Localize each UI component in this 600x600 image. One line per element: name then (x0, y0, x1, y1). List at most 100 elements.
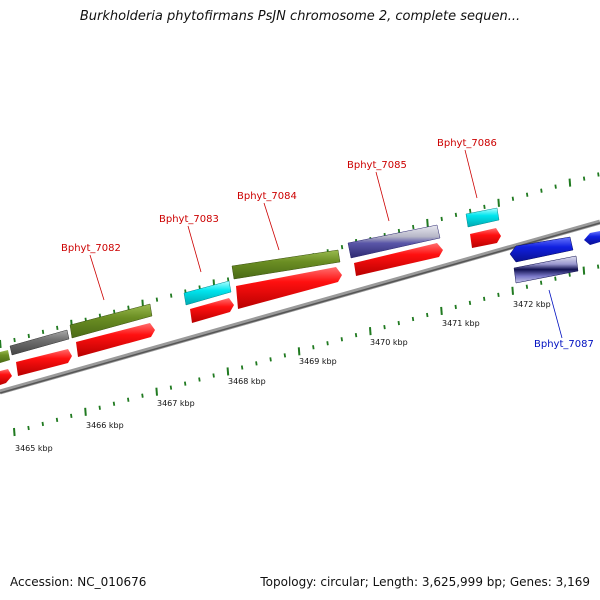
tick-mark (269, 357, 272, 362)
tick-mark (411, 316, 415, 322)
tick-mark (41, 329, 45, 335)
tick-mark (226, 367, 230, 376)
tick-mark (155, 297, 159, 302)
tick-mark (198, 377, 201, 382)
tick-mark (70, 413, 73, 418)
tick-mark (497, 198, 500, 207)
tick-mark (568, 272, 571, 277)
label-leaders (89, 149, 563, 339)
gene-grey[interactable] (9, 329, 70, 356)
tick-mark (468, 300, 472, 306)
cds-red-4[interactable] (236, 267, 342, 309)
cds-red-2[interactable] (76, 323, 155, 357)
tick-mark (127, 397, 130, 402)
tick-mark (525, 284, 529, 289)
scale-label: 3470 kbp (370, 338, 408, 347)
gene-label-bphyt-7084[interactable]: Bphyt_7084 (237, 191, 297, 202)
gene-label-bphyt-7085[interactable]: Bphyt_7085 (347, 160, 407, 171)
tick-mark (582, 176, 586, 181)
scale-label: 3471 kbp (442, 319, 480, 328)
tick-mark (440, 306, 443, 316)
cds-red-5[interactable] (354, 243, 443, 276)
tick-mark (283, 353, 287, 358)
tick-mark (383, 324, 386, 330)
tick-mark (226, 277, 230, 282)
gene-bphyt-7084[interactable] (231, 249, 341, 280)
tick-mark (511, 286, 514, 295)
gene-label-bphyt-7086[interactable]: Bphyt_7086 (437, 138, 497, 149)
tick-mark (169, 293, 173, 298)
tick-mark (56, 325, 59, 330)
tick-mark (354, 333, 358, 338)
gene-bphyt-7087[interactable] (513, 255, 579, 284)
tick-mark (368, 327, 372, 336)
tick-mark (454, 212, 458, 218)
tick-mark (255, 361, 258, 366)
tick-mark (13, 337, 16, 343)
tick-mark (340, 337, 343, 342)
gene-label-bphyt-7082[interactable]: Bphyt_7082 (61, 243, 121, 254)
tick-mark (597, 172, 600, 177)
gene-bphyt-7083[interactable] (183, 280, 232, 306)
tick-mark (582, 266, 586, 275)
reverse-genes (509, 231, 600, 284)
tick-mark (0, 339, 2, 349)
cds-red-3[interactable] (190, 298, 234, 323)
tick-mark (554, 184, 557, 189)
gene-olive-partial[interactable] (0, 350, 10, 363)
tick-mark (98, 405, 101, 410)
inner-tick-track (13, 264, 600, 437)
scale-label: 3465 kbp (15, 444, 53, 453)
tick-mark (13, 427, 16, 437)
gene-label-bphyt-7087[interactable]: Bphyt_7087 (534, 339, 594, 350)
tick-mark (397, 228, 401, 234)
tick-mark (41, 421, 44, 427)
tick-mark (440, 216, 443, 222)
tick-mark (183, 381, 187, 386)
tick-mark (454, 304, 457, 310)
tick-mark (141, 393, 144, 398)
tick-mark (240, 365, 244, 370)
tick-mark (554, 276, 557, 281)
tick-mark (483, 296, 486, 301)
gene-labels: Bphyt_7082 Bphyt_7083 Bphyt_7084 Bphyt_7… (61, 138, 594, 350)
tick-mark (312, 345, 315, 350)
tick-mark (540, 188, 543, 193)
tick-mark (340, 245, 344, 250)
gene-blue-1[interactable] (509, 236, 574, 263)
topology-text: Topology: circular; Length: 3,625,999 bp… (260, 575, 590, 589)
gene-label-bphyt-7083[interactable]: Bphyt_7083 (159, 214, 219, 225)
gene-bphyt-7086[interactable] (465, 207, 500, 228)
scale-label: 3472 kbp (513, 300, 551, 309)
tick-mark (511, 196, 515, 201)
scale-label: 3468 kbp (228, 377, 266, 386)
tick-mark (469, 208, 472, 213)
tick-mark (127, 305, 130, 310)
cds-red-1[interactable] (16, 349, 72, 376)
gene-blue-2[interactable] (584, 231, 600, 245)
tick-mark (55, 417, 59, 423)
gene-bphyt-7085[interactable] (347, 224, 441, 259)
forward-genes (0, 207, 501, 385)
backbone (0, 219, 600, 395)
gene-bphyt-7082[interactable] (69, 303, 153, 339)
tick-mark (426, 218, 429, 228)
cds-red-6[interactable] (470, 228, 501, 248)
tick-mark (27, 425, 30, 431)
tick-mark (596, 264, 600, 269)
cds-red-0[interactable] (0, 369, 12, 385)
tick-mark (483, 204, 486, 209)
accession-text: Accession: NC_010676 (10, 575, 147, 589)
tick-mark (539, 280, 543, 285)
tick-mark (525, 192, 529, 197)
tick-mark (326, 341, 329, 346)
scale-label: 3467 kbp (157, 399, 195, 408)
tick-mark (497, 292, 500, 297)
tick-mark (84, 407, 87, 416)
tick-mark (155, 387, 158, 396)
scale-label: 3469 kbp (299, 357, 337, 366)
tick-mark (426, 312, 429, 318)
map-title: Burkholderia phytofirmans PsJN chromosom… (79, 9, 521, 24)
scale-labels: 3465 kbp 3466 kbp 3467 kbp 3468 kbp 3469… (15, 300, 551, 453)
